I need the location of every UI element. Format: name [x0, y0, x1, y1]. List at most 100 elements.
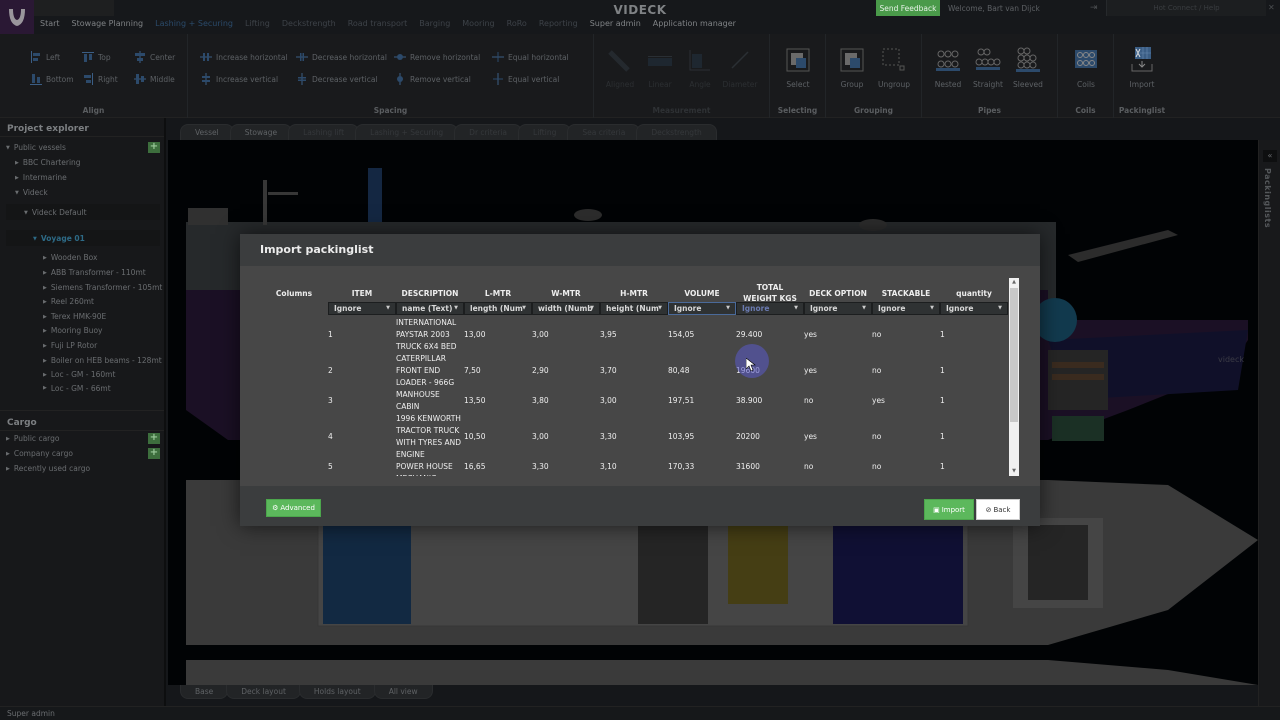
menu-lifting[interactable]: Lifting — [245, 19, 270, 28]
add-company-cargo-button[interactable]: + — [148, 447, 160, 459]
menu-application-manager[interactable]: Application manager — [652, 19, 736, 28]
measure-angle-button[interactable]: Angle — [678, 46, 722, 89]
logout-icon[interactable]: ⇥ — [1090, 3, 1098, 13]
tree-company-cargo[interactable]: ▶ Company cargo — [6, 449, 73, 458]
import-button[interactable]: ▣ Import — [924, 499, 974, 520]
tree-cargo-item[interactable]: ▶ ABB Transformer - 110mt — [43, 268, 146, 277]
tree-cargo-item[interactable]: ▶ Loc - GM - 160mt — [43, 370, 116, 379]
add-public-cargo-button[interactable]: + — [148, 432, 160, 444]
align-middle-button[interactable]: Middle — [134, 73, 175, 85]
mapping-select-total-weight[interactable]: Ignore ▼ — [736, 302, 804, 315]
menu-mooring[interactable]: Mooring — [462, 19, 495, 28]
align-left-button[interactable]: Left — [30, 51, 60, 63]
menu-road-transport[interactable]: Road transport — [347, 19, 408, 28]
tree-cargo-item[interactable]: ▶ Mooring Buoy — [43, 326, 103, 335]
dropdown-caret-icon: ▼ — [794, 305, 798, 311]
pipes-straight-button[interactable]: Straight — [966, 46, 1010, 89]
measure-diameter-button[interactable]: Diameter — [718, 46, 762, 89]
grid-scrollbar[interactable]: ▲ ▼ — [1009, 278, 1019, 476]
tab-lashing-securing[interactable]: Lashing + Securing — [355, 124, 459, 140]
close-icon[interactable]: ✕ — [1268, 3, 1275, 12]
menu-deckstrength[interactable]: Deckstrength — [281, 19, 336, 28]
tab-all-view[interactable]: All view — [373, 685, 433, 699]
remove-vertical-button[interactable]: Remove vertical — [394, 73, 471, 85]
ungroup-button[interactable]: Ungroup — [872, 46, 916, 89]
mapping-select-item[interactable]: Ignore ▼ — [328, 302, 396, 315]
tree-vessel-videck[interactable]: ▼ Videck — [15, 188, 48, 197]
tab-dr-criteria[interactable]: Dr criteria — [454, 124, 523, 140]
equal-horizontal-button[interactable]: Equal horizontal — [492, 51, 569, 63]
select-button[interactable]: Select — [776, 46, 820, 89]
packinglists-panel-label[interactable]: Packinglists — [1263, 168, 1272, 229]
align-top-button[interactable]: Top — [82, 51, 111, 63]
tab-vessel[interactable]: Vessel — [180, 124, 234, 140]
tab-holds-layout[interactable]: Holds layout — [298, 685, 376, 699]
advanced-button[interactable]: ⚙ Advanced — [266, 499, 321, 517]
remove-horizontal-button[interactable]: Remove horizontal — [394, 51, 480, 63]
align-center-button[interactable]: Center — [134, 51, 175, 63]
scroll-up-icon[interactable]: ▲ — [1012, 279, 1016, 285]
tree-voyage-01[interactable]: ▼ Voyage 01 — [33, 234, 85, 243]
tree-cargo-item[interactable]: ▶ Loc - GM - 66mt — [43, 385, 111, 391]
measure-aligned-button[interactable]: Aligned — [598, 46, 642, 89]
tree-public-vessels[interactable]: ▼ Public vessels — [6, 143, 66, 152]
tree-cargo-item[interactable]: ▶ Boiler on HEB beams - 128mt — [43, 356, 162, 365]
increase-horizontal-button[interactable]: Increase horizontal — [200, 51, 288, 63]
decrease-horizontal-button[interactable]: Decrease horizontal — [296, 51, 387, 63]
tab-deck-layout[interactable]: Deck layout — [226, 685, 301, 699]
expand-panel-icon[interactable]: « — [1263, 150, 1277, 162]
coils-button[interactable]: Coils — [1064, 46, 1108, 89]
tree-vessel-intermarine[interactable]: ▶ Intermarine — [15, 173, 67, 182]
tree-recent-cargo[interactable]: ▶ Recently used cargo — [6, 464, 91, 473]
mapping-select-description[interactable]: name (Text) ▼ — [396, 302, 464, 315]
tree-cargo-item[interactable]: ▶ Terex HMK-90E — [43, 312, 107, 321]
equal-horizontal-icon — [492, 52, 504, 62]
mapping-select-h-mtr[interactable]: height (Num ▼ — [600, 302, 668, 315]
ribbon-group-pipes: Nested Straight Sleeved Pipes — [922, 34, 1058, 118]
caret-right-icon: ▶ — [43, 342, 47, 349]
tree-cargo-item[interactable]: ▶ Reel 260mt — [43, 297, 94, 306]
tab-base[interactable]: Base — [180, 685, 229, 699]
mapping-select-volume[interactable]: Ignore ▼ — [668, 302, 736, 315]
align-right-button[interactable]: Right — [82, 73, 118, 85]
scroll-down-icon[interactable]: ▼ — [1012, 468, 1016, 474]
menu-reporting[interactable]: Reporting — [538, 19, 578, 28]
measure-linear-button[interactable]: Linear — [638, 46, 682, 89]
menu-lashing-securing[interactable]: Lashing + Securing — [155, 19, 233, 28]
tree-vessel-bbc-chartering[interactable]: ▶ BBC Chartering — [15, 158, 81, 167]
add-vessel-button[interactable]: + — [148, 141, 160, 153]
tab-sea-criteria[interactable]: Sea criteria — [567, 124, 641, 140]
packinglist-import-button[interactable]: Import — [1120, 46, 1164, 89]
menu-start[interactable]: Start — [40, 19, 60, 28]
menu-super-admin[interactable]: Super admin — [589, 19, 641, 28]
mapping-select-w-mtr[interactable]: width (Numb ▼ — [532, 302, 600, 315]
mapping-select-stackable[interactable]: Ignore ▼ — [872, 302, 940, 315]
tab-lifting[interactable]: Lifting — [518, 124, 572, 140]
tab-stowage[interactable]: Stowage — [229, 124, 293, 140]
increase-vertical-button[interactable]: Increase vertical — [200, 73, 278, 85]
menu-roro[interactable]: RoRo — [506, 19, 527, 28]
pipes-sleeved-button[interactable]: Sleeved — [1006, 46, 1050, 89]
tab-deckstrength[interactable]: Deckstrength — [636, 124, 717, 140]
top-right-link[interactable]: Hot Connect / Help — [1106, 0, 1266, 16]
menu-stowage-planning[interactable]: Stowage Planning — [71, 19, 144, 28]
back-button[interactable]: ⊘ Back — [976, 499, 1020, 520]
scrollbar-thumb[interactable] — [1010, 288, 1018, 422]
mapping-select-quantity[interactable]: Ignore ▼ — [940, 302, 1008, 315]
pipes-nested-button[interactable]: Nested — [926, 46, 970, 89]
decrease-vertical-button[interactable]: Decrease vertical — [296, 73, 378, 85]
sleeved-pipes-icon — [1016, 47, 1040, 72]
tab-lashing-lift[interactable]: Lashing lift — [288, 124, 360, 140]
equal-vertical-button[interactable]: Equal vertical — [492, 73, 559, 85]
send-feedback-button[interactable]: Send Feedback — [876, 0, 940, 16]
menu-barging[interactable]: Barging — [419, 19, 451, 28]
tree-cargo-item[interactable]: ▶ Fuji LP Rotor — [43, 341, 98, 350]
mapping-select-deck-option[interactable]: Ignore ▼ — [804, 302, 872, 315]
mapping-select-l-mtr[interactable]: length (Num ▼ — [464, 302, 532, 315]
tree-public-cargo[interactable]: ▶ Public cargo — [6, 434, 60, 443]
tree-cargo-item[interactable]: ▶ Siemens Transformer - 105mt — [43, 283, 163, 292]
tree-videck-default[interactable]: ▼ Videck Default — [24, 208, 87, 217]
group-button[interactable]: Group — [830, 46, 874, 89]
align-bottom-button[interactable]: Bottom — [30, 73, 74, 85]
tree-cargo-item[interactable]: ▶ Wooden Box — [43, 253, 98, 262]
